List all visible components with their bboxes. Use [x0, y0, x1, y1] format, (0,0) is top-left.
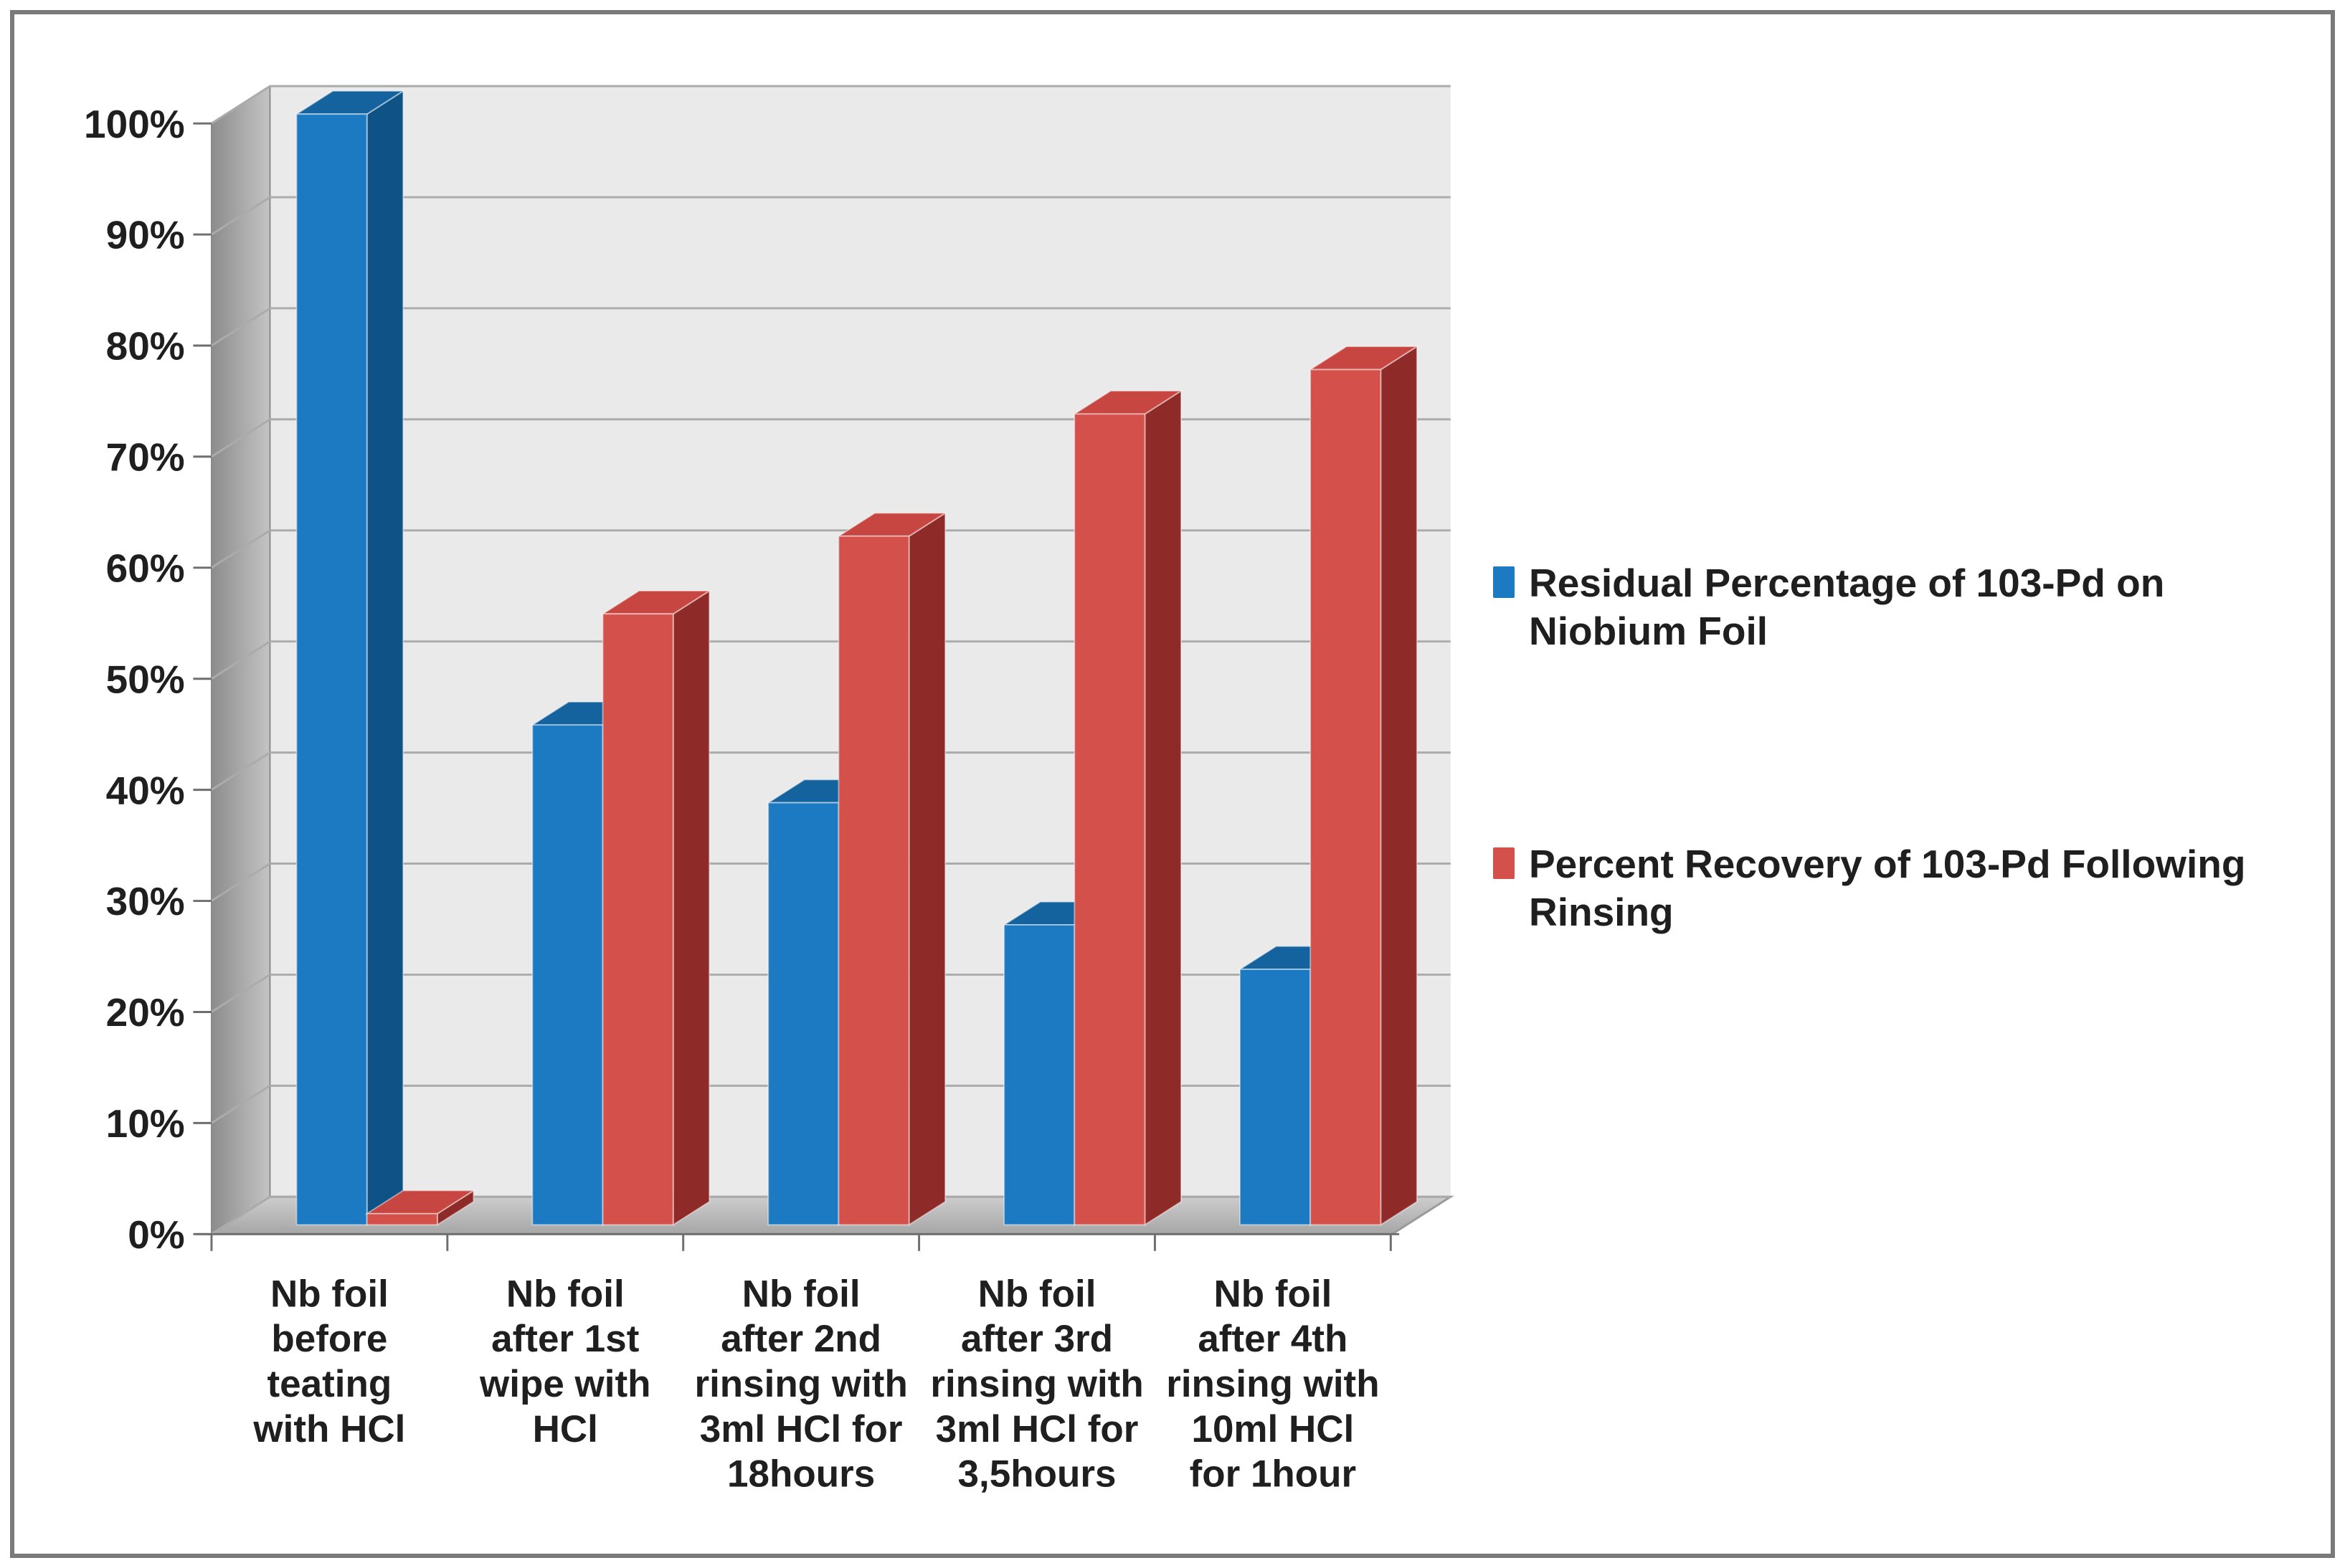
bar-front-face — [1074, 413, 1146, 1226]
svg-text:20%: 20% — [106, 990, 185, 1035]
svg-text:80%: 80% — [106, 324, 185, 369]
legend-label: Residual Percentage of 103-Pd on Niobium… — [1529, 561, 2165, 653]
category-label: Nb foil after 4th rinsing with 10ml HCl for … — [1166, 1273, 1379, 1495]
legend-item: Residual Percentage of 103-Pd on Niobium… — [1493, 559, 2318, 655]
category-label: Nb foil before teating with HCl — [252, 1273, 405, 1450]
bar-side-face — [908, 511, 947, 1227]
svg-text:30%: 30% — [106, 879, 185, 923]
bar-side-face — [366, 90, 404, 1227]
bar-front-face — [366, 1212, 438, 1226]
bar-chart-3d: 0% 10% 20% 30% 40% 50% 60% 70% 80% 90% 100% Nb foil… — [84, 85, 1454, 1496]
bars — [294, 90, 1420, 1227]
bar-front-face — [295, 113, 368, 1226]
bar-side-face — [672, 589, 711, 1227]
bar-front-face — [1003, 924, 1076, 1226]
bar-front-face — [1239, 969, 1312, 1226]
bar-front-face — [838, 535, 910, 1226]
bar-front-face — [1309, 369, 1382, 1226]
category-label: Nb foil after 1st wipe with HCl — [479, 1273, 651, 1450]
svg-text:60%: 60% — [106, 546, 185, 590]
legend-swatch — [1493, 566, 1515, 598]
y-axis-labels: 0% 10% 20% 30% 40% 50% 60% 70% 80% 90% 100% — [84, 102, 185, 1257]
y-axis-ticks — [193, 122, 212, 1235]
svg-text:0%: 0% — [128, 1212, 184, 1257]
legend-swatch — [1493, 847, 1515, 879]
chart-legend: Residual Percentage of 103-Pd on Niobium… — [1493, 559, 2318, 1121]
legend-item: Percent Recovery of 103-Pd Following Rin… — [1493, 840, 2318, 936]
svg-text:40%: 40% — [106, 768, 185, 812]
svg-text:10%: 10% — [106, 1101, 185, 1146]
category-label: Nb foil after 2nd rinsing with 3ml HCl for 1… — [694, 1273, 907, 1495]
x-axis — [194, 1232, 1400, 1251]
svg-text:50%: 50% — [106, 657, 185, 701]
svg-text:70%: 70% — [106, 435, 185, 480]
svg-text:100%: 100% — [84, 102, 185, 146]
bar-front-face — [767, 802, 840, 1226]
category-label: Nb foil after 3rd rinsing with 3ml HCl for 3… — [930, 1273, 1143, 1495]
bar-side-face — [1380, 345, 1418, 1227]
bar-side-face — [1144, 389, 1182, 1227]
bar-front-face — [602, 613, 674, 1226]
x-axis-labels: Nb foil before teating with HCl Nb foil after… — [252, 1273, 1379, 1495]
chart-border-frame: 0% 10% 20% 30% 40% 50% 60% 70% 80% 90% 100% Nb foil… — [10, 10, 2335, 1558]
legend-label: Percent Recovery of 103-Pd Following Rin… — [1529, 842, 2246, 934]
svg-text:90%: 90% — [106, 213, 185, 257]
bar-front-face — [531, 724, 604, 1226]
